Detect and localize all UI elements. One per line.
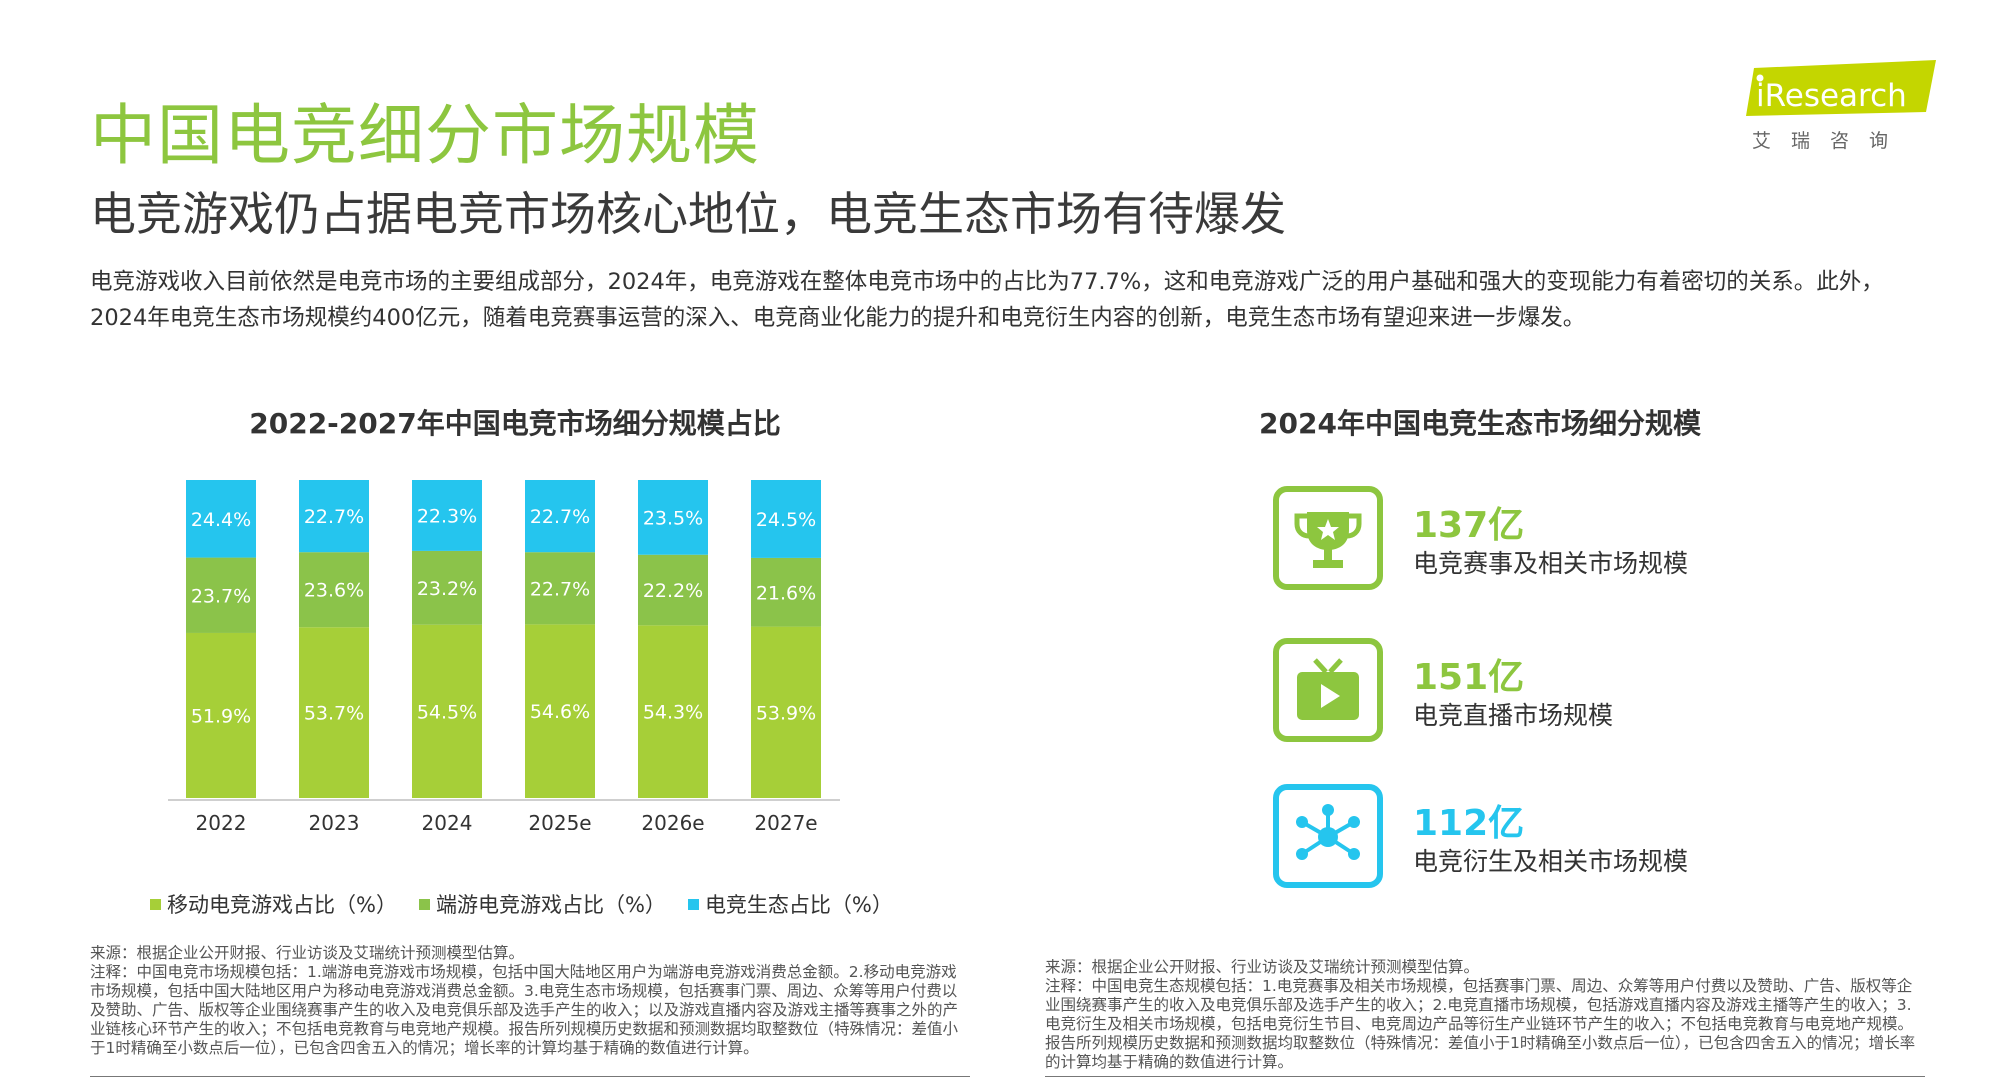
bar-segment-2027e-s0 <box>751 626 821 798</box>
bar-segment-2026e-s2 <box>638 480 708 555</box>
bar-segment-2023-s2 <box>299 480 369 553</box>
bar-segment-2027e-s1 <box>751 557 821 627</box>
data-label-2022-s0: 51.9% <box>191 705 251 727</box>
x-tick-label-2024: 2024 <box>422 811 473 830</box>
eco-title: 2024年中国电竞生态市场细分规模 <box>1259 407 1701 440</box>
bar-segment-2027e-s2 <box>751 480 821 558</box>
data-label-2022-s1: 23.7% <box>191 585 251 607</box>
divider-right <box>1045 1076 1925 1077</box>
bar-segment-2025e-s2 <box>525 480 595 553</box>
eco-label-events: 电竞赛事及相关市场规模 <box>1413 549 1689 578</box>
bar-segment-2022-s2 <box>186 480 256 558</box>
data-label-2025e-s1: 22.7% <box>530 578 590 600</box>
chart-legend: 移动电竞游戏占比（%） 端游电竞游戏占比（%） 电竞生态占比（%） <box>150 889 893 919</box>
legend-label-mobile: 移动电竞游戏占比（%） <box>167 893 397 917</box>
bar-segment-2023-s0 <box>299 627 369 798</box>
divider-left <box>90 1076 970 1077</box>
eco-card-derivative: 112亿 电竞衍生及相关市场规模 <box>1273 784 1873 894</box>
bar-segment-2024-s2 <box>412 480 482 551</box>
bar-segment-2026e-s1 <box>638 554 708 626</box>
summary-paragraph: 电竞游戏收入目前依然是电竞市场的主要组成部分，2024年，电竞游戏在整体电竞市场… <box>90 269 1884 331</box>
eco-icon-frame-events <box>1273 486 1383 590</box>
legend-swatch-ecosystem <box>687 898 699 910</box>
eco-icon-frame-derivative <box>1273 784 1383 888</box>
page-title: 中国电竞细分市场规模 <box>90 97 760 174</box>
data-label-2025e-s2: 22.7% <box>530 506 590 528</box>
page-subtitle: 电竞游戏仍占据电竞市场核心地位，电竞生态市场有待爆发 <box>90 187 1286 241</box>
bar-segment-2022-s1 <box>186 557 256 633</box>
eco-icon-frame-live <box>1273 638 1383 742</box>
data-label-2027e-s0: 53.9% <box>756 702 816 724</box>
tv-play-icon <box>1297 658 1359 720</box>
source-note-left: 来源：根据企业公开财报、行业访谈及艾瑞统计预测模型估算。 注释：中国电竞市场规模… <box>90 944 959 1057</box>
eco-card-live: 151亿 电竞直播市场规模 <box>1273 638 1873 748</box>
data-label-2022-s2: 24.4% <box>191 509 251 531</box>
bar-segment-2025e-s0 <box>525 624 595 798</box>
data-label-2026e-s1: 22.2% <box>643 580 703 602</box>
source-note-right: 来源：根据企业公开财报、行业访谈及艾瑞统计预测模型估算。 注释：中国电竞生态规模… <box>1045 958 1916 1071</box>
data-label-2023-s2: 22.7% <box>304 506 364 528</box>
data-label-2027e-s2: 24.5% <box>756 509 816 531</box>
trophy-icon <box>1294 512 1362 568</box>
eco-card-events: 137亿 电竞赛事及相关市场规模 <box>1273 486 1873 596</box>
x-tick-label-2026e: 2026e <box>641 811 704 830</box>
legend-swatch-mobile <box>150 898 161 910</box>
bar-segment-2022-s0 <box>186 632 256 798</box>
legend-label-ecosystem: 电竞生态占比（%） <box>704 893 893 917</box>
data-label-2026e-s0: 54.3% <box>643 702 703 724</box>
legend-item-ecosystem: 电竞生态占比（%） <box>687 889 893 919</box>
iresearch-logo: iResearch <box>1740 60 1940 160</box>
logo-mark: iResearch <box>1746 60 1936 116</box>
eco-value-events: 137亿 <box>1413 505 1525 546</box>
legend-item-pc: 端游电竞游戏占比（%） <box>418 889 666 919</box>
data-label-2023-s1: 23.6% <box>304 580 364 602</box>
data-label-2025e-s0: 54.6% <box>530 701 590 723</box>
eco-label-derivative: 电竞衍生及相关市场规模 <box>1413 847 1689 876</box>
data-label-2026e-s2: 23.5% <box>643 507 703 529</box>
data-label-2024-s2: 22.3% <box>417 505 477 527</box>
x-tick-label-2022: 2022 <box>196 811 247 830</box>
x-tick-label-2023: 2023 <box>309 811 360 830</box>
x-tick-label-2025e: 2025e <box>528 811 591 830</box>
data-label-2027e-s1: 21.6% <box>756 582 816 604</box>
bar-segment-2026e-s0 <box>638 625 708 798</box>
data-label-2023-s0: 53.7% <box>304 703 364 725</box>
logo-cn-text: 艾瑞咨询 <box>1752 130 1909 152</box>
network-icon <box>1296 804 1360 860</box>
data-label-2024-s0: 54.5% <box>417 701 477 723</box>
eco-label-live: 电竞直播市场规模 <box>1413 701 1614 730</box>
legend-swatch-pc <box>418 898 430 910</box>
bar-segment-2025e-s1 <box>525 552 595 625</box>
eco-value-derivative: 112亿 <box>1413 803 1525 844</box>
data-label-2024-s1: 23.2% <box>417 578 477 600</box>
bar-segment-2023-s1 <box>299 552 369 628</box>
legend-item-mobile: 移动电竞游戏占比（%） <box>150 889 397 919</box>
bar-segment-2024-s1 <box>412 550 482 625</box>
chart-title: 2022-2027年中国电竞市场细分规模占比 <box>249 407 781 440</box>
eco-value-live: 151亿 <box>1413 657 1525 698</box>
stacked-bar-chart: 51.9% 23.7% 24.4% 2022 53.7% 23.6% 22.7% 2023 54… <box>168 480 840 830</box>
bar-segment-2024-s0 <box>412 624 482 798</box>
logo-text: iResearch <box>1756 78 1907 114</box>
legend-label-pc: 端游电竞游戏占比（%） <box>435 893 666 917</box>
x-tick-label-2027e: 2027e <box>754 811 817 830</box>
